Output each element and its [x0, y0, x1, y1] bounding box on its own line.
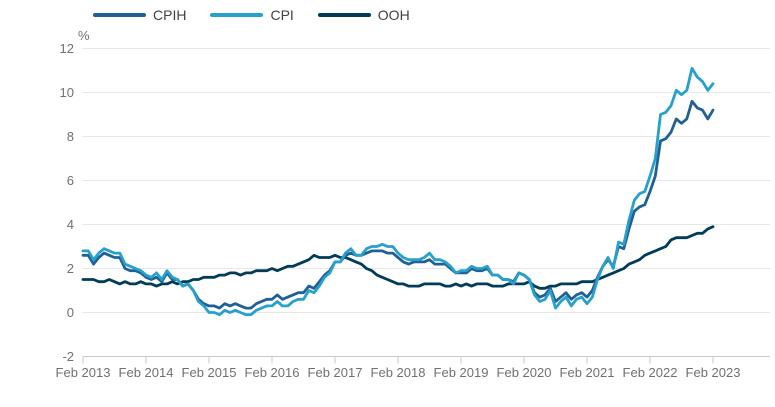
- x-axis-tick-label: Feb 2021: [560, 365, 615, 380]
- legend-item-ooh[interactable]: OOH: [317, 7, 410, 23]
- legend-swatch-cpih: [93, 13, 146, 17]
- y-axis-unit-label: %: [78, 28, 90, 43]
- y-axis-tick-label: 2: [67, 261, 74, 276]
- legend-swatch-cpi: [210, 13, 264, 17]
- x-axis-tick-label: Feb 2023: [686, 365, 741, 380]
- legend-label-cpi: CPI: [270, 7, 294, 23]
- y-axis-tick-label: 0: [67, 305, 74, 320]
- legend-item-cpih[interactable]: CPIH: [93, 7, 186, 23]
- x-axis-tick-label: Feb 2016: [245, 365, 300, 380]
- x-axis-tick-label: Feb 2020: [497, 365, 552, 380]
- x-axis-tick-label: Feb 2018: [371, 365, 426, 380]
- y-axis-tick-label: 6: [67, 173, 74, 188]
- series-line-ooh: [81, 225, 715, 290]
- x-axis-tick-label: Feb 2013: [56, 365, 111, 380]
- x-axis-tick-label: Feb 2017: [308, 365, 363, 380]
- x-axis-tick-label: Feb 2022: [623, 365, 678, 380]
- series-line-cpi: [81, 66, 715, 317]
- x-axis-tick-label: Feb 2019: [434, 365, 489, 380]
- y-axis-tick-label: 12: [60, 41, 74, 56]
- chart-legend: CPIH CPI OOH: [93, 7, 410, 23]
- x-axis-tick-label: Feb 2015: [182, 365, 237, 380]
- legend-swatch-ooh: [317, 13, 371, 17]
- x-axis-tick-label: Feb 2014: [119, 365, 174, 380]
- y-axis-tick-label: 4: [67, 217, 74, 232]
- legend-label-ooh: OOH: [377, 7, 410, 23]
- y-axis-tick-label: 8: [67, 129, 74, 144]
- legend-item-cpi[interactable]: CPI: [210, 7, 294, 23]
- legend-label-cpih: CPIH: [153, 7, 187, 23]
- series-line-cpih: [81, 99, 715, 310]
- y-axis-tick-label: -2: [62, 349, 74, 364]
- y-axis-tick-label: 10: [60, 85, 74, 100]
